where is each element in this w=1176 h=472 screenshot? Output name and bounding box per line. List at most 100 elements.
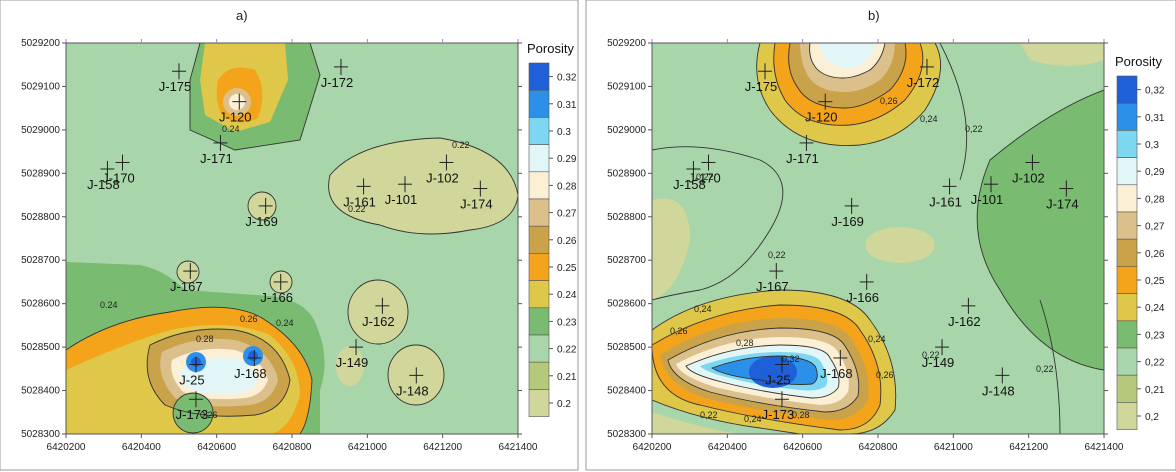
well-marker: J-173 — [176, 391, 209, 422]
legend-value: 0.29 — [557, 154, 577, 165]
well-label: J-161 — [929, 194, 962, 209]
well-marker: J-166 — [846, 273, 879, 305]
contour-label: 0,22 — [700, 410, 718, 420]
well-marker: J-120 — [805, 93, 838, 125]
well-label: J-174 — [1046, 197, 1079, 212]
well-label: J-25 — [765, 372, 790, 387]
legend-swatch — [1116, 130, 1138, 158]
y-tick-label: 5028400 — [607, 386, 646, 397]
well-label: J-102 — [426, 170, 459, 185]
y-tick-label: 5028500 — [21, 342, 60, 353]
well-marker: J-175 — [745, 63, 777, 94]
well-label: J-173 — [176, 407, 209, 422]
panel-b-label: b) — [868, 8, 880, 23]
contour-label: 0.22 — [348, 204, 366, 214]
well-label: J-171 — [786, 151, 819, 166]
well-marker: J-120 — [219, 93, 252, 125]
well-marker: J-168 — [820, 349, 853, 381]
legend-value: 0.3 — [557, 127, 571, 138]
legend-swatch — [1116, 266, 1138, 294]
legend-value: 0.22 — [557, 345, 577, 356]
legend-value: 0,3 — [1145, 140, 1159, 151]
map-b-axes: 6420200 6420400 6420600 6420800 6421000 64212… — [607, 38, 1124, 453]
well-marker: J-148 — [982, 367, 1015, 398]
contour-label: 0,28 — [792, 410, 810, 420]
well-marker: J-149 — [922, 339, 955, 370]
legend-value: 0.2 — [557, 399, 571, 410]
legend-value: 0,24 — [1145, 303, 1165, 314]
y-tick-label: 5029100 — [21, 81, 60, 92]
well-label: J-169 — [831, 214, 864, 229]
legend-value: 0,26 — [1145, 249, 1165, 260]
well-marker: J-167 — [170, 263, 203, 294]
well-label: J-101 — [385, 192, 418, 207]
y-tick-label: 5029000 — [607, 125, 646, 136]
y-tick-label: 5029200 — [607, 38, 646, 49]
legend-swatch — [1116, 238, 1138, 267]
legend-value: 0.24 — [557, 290, 577, 301]
well-label: J-173 — [762, 407, 795, 422]
legend-swatch — [1116, 293, 1138, 322]
well-marker: J-158 — [673, 160, 706, 192]
legend-value: 0,31 — [1145, 113, 1165, 124]
well-marker: J-25 — [179, 356, 205, 387]
contour-label: 0.22 — [452, 140, 470, 150]
well-label: J-149 — [922, 355, 955, 370]
legend-value: 0,25 — [1145, 276, 1165, 287]
legend-value: 0,2 — [1145, 412, 1159, 423]
legend-b: Porosity 0,32 0,31 0,3 0,29 0,28 0,27 0,26 0,25 0… — [1115, 54, 1165, 430]
legend-value: 0,21 — [1145, 385, 1165, 396]
well-label: J-170 — [102, 170, 135, 185]
contour-label: 0,26 — [876, 370, 894, 380]
legend-swatch — [1116, 157, 1138, 186]
well-marker: J-171 — [786, 134, 819, 166]
well-marker: J-101 — [971, 176, 1003, 207]
well-marker: J-102 — [1012, 154, 1045, 185]
contour-label: 0,26 — [880, 96, 898, 106]
well-label: J-162 — [362, 314, 395, 329]
legend-swatch — [1116, 374, 1138, 403]
y-tick-label: 5028900 — [607, 168, 646, 179]
well-label: J-162 — [948, 314, 981, 329]
legend-swatch — [528, 89, 550, 118]
well-marker: J-162 — [362, 297, 395, 329]
well-label: J-167 — [170, 279, 203, 294]
legend-value: 0.26 — [557, 236, 577, 247]
well-label: J-166 — [846, 290, 879, 305]
y-tick-label: 5028500 — [607, 342, 646, 353]
well-marker: J-171 — [200, 134, 233, 166]
legend-swatch — [528, 144, 550, 173]
contour-label: 0,24 — [868, 334, 886, 344]
legend-swatch — [528, 334, 550, 363]
y-tick-label: 5028600 — [607, 299, 646, 310]
well-marker: J-166 — [260, 273, 293, 305]
y-tick-label: 5029100 — [607, 81, 646, 92]
map-a-axes: 6420200 6420400 6420600 6420800 6421000 64212… — [21, 38, 538, 453]
legend-value: 0,27 — [1145, 222, 1165, 233]
map-a-contours — [66, 43, 518, 434]
contour-label: 0.24 — [100, 300, 118, 310]
well-marker: J-172 — [321, 58, 354, 90]
legend-swatch — [528, 253, 550, 281]
legend-swatch — [1116, 75, 1138, 104]
well-label: J-166 — [260, 290, 293, 305]
well-marker: J-101 — [385, 176, 418, 207]
legend-title: Porosity — [1115, 54, 1162, 69]
legend-swatch — [528, 389, 550, 417]
well-marker: J-169 — [245, 197, 278, 229]
well-label: J-148 — [396, 383, 429, 398]
map-b-isolines — [652, 43, 1104, 434]
x-tick-label: 6420200 — [47, 442, 86, 453]
legend-value: 0,32 — [1145, 86, 1165, 97]
legend-swatch — [528, 171, 550, 200]
well-label: J-149 — [336, 355, 369, 370]
y-tick-label: 5028700 — [21, 255, 60, 266]
legend-swatch — [528, 361, 550, 390]
contour-label: 0,22 — [965, 124, 983, 134]
well-marker: J-172 — [907, 58, 939, 90]
y-tick-label: 5028800 — [21, 212, 60, 223]
well-marker: J-161 — [343, 178, 376, 209]
well-label: J-172 — [321, 75, 354, 90]
